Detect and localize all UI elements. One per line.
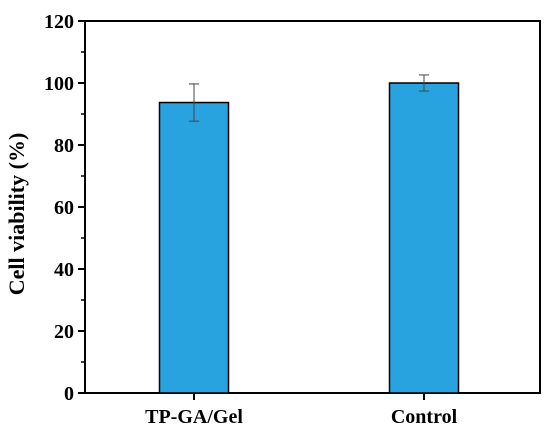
x-axis: TP-GA/Gel Control <box>145 393 458 428</box>
error-bars <box>189 74 429 122</box>
x-tick-label: Control <box>391 406 458 428</box>
y-tick-label: 60 <box>54 197 74 219</box>
y-axis-title: Cell viability (%) <box>4 133 29 296</box>
y-axis: 0 20 40 60 80 100 120 <box>44 11 85 405</box>
bar <box>158 101 230 394</box>
y-tick-label: 40 <box>54 259 74 281</box>
y-tick-label: 20 <box>54 321 74 343</box>
y-tick-label: 0 <box>64 383 74 405</box>
bar <box>388 82 460 394</box>
y-tick-label: 80 <box>54 135 74 157</box>
x-tick-label: TP-GA/Gel <box>145 406 243 428</box>
bars <box>158 82 460 394</box>
y-tick-label: 100 <box>44 73 74 95</box>
plot-frame <box>84 20 541 394</box>
plot-border <box>84 20 541 394</box>
y-tick-label: 120 <box>44 11 74 33</box>
